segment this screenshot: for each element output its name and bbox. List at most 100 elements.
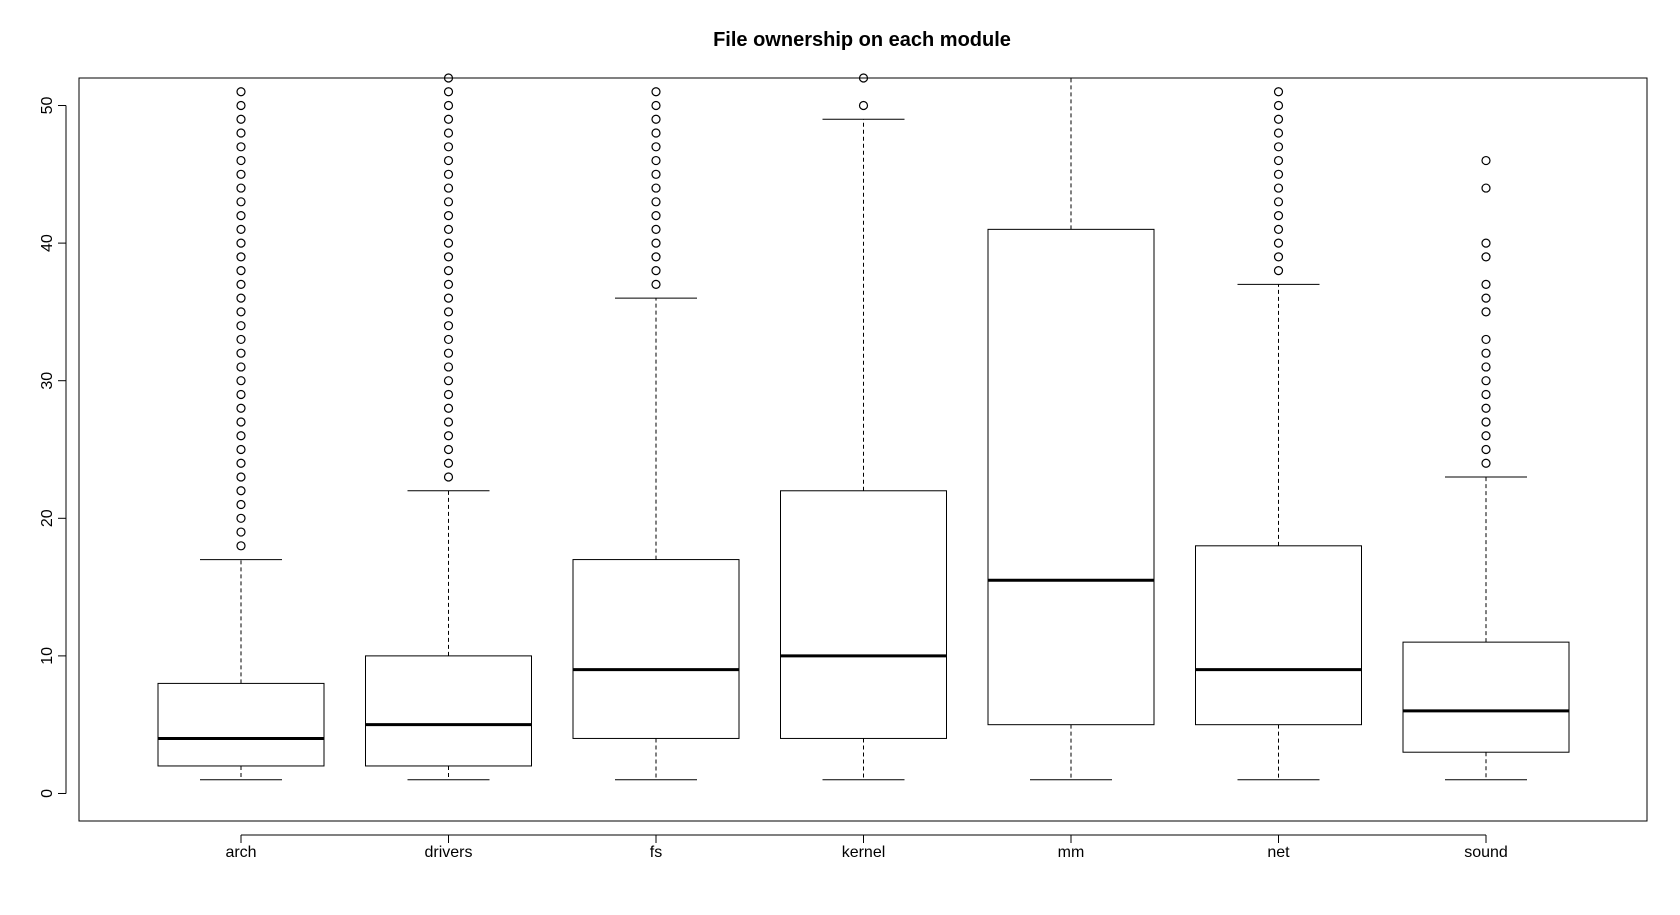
outlier-point [1273, 183, 1284, 193]
outlier-point [1481, 252, 1491, 262]
outlier-point [651, 266, 661, 276]
outlier-point [1481, 376, 1491, 386]
outlier-point [1481, 238, 1491, 248]
y-tick-label: 40 [39, 234, 56, 252]
outlier-point [1481, 348, 1491, 358]
outlier-point [1481, 417, 1491, 427]
outlier-point [651, 87, 661, 97]
outlier-point [236, 142, 246, 152]
outlier-point [236, 527, 246, 537]
box-mm [987, 77, 1155, 781]
outlier-point [651, 100, 661, 111]
outlier-point [651, 142, 661, 152]
outlier-point [443, 348, 454, 358]
box-iqr [365, 655, 532, 767]
outlier-point [1481, 183, 1491, 193]
outlier-point [443, 431, 454, 441]
outlier-point [236, 87, 246, 97]
outlier-point [1273, 266, 1284, 276]
box-iqr [572, 559, 740, 739]
outlier-point [1273, 100, 1284, 111]
x-axis: arch drivers fs kernel mm net sound [225, 834, 1508, 861]
outlier-point [443, 444, 454, 455]
chart-title: File ownership on each module [713, 29, 1011, 51]
x-tick-label: net [1267, 844, 1290, 861]
outlier-point [236, 444, 246, 455]
outlier-point [1481, 293, 1491, 303]
outlier-point [651, 224, 661, 234]
outlier-point [1481, 362, 1491, 372]
x-tick-label: drivers [424, 844, 472, 861]
y-tick-label: 30 [39, 372, 56, 390]
box-iqr [157, 682, 325, 767]
outlier-point [443, 142, 454, 152]
outlier-point [651, 183, 661, 193]
outlier-point [443, 389, 454, 400]
outlier-point [236, 472, 246, 482]
outlier-point [1481, 403, 1491, 413]
outlier-point [1481, 431, 1491, 441]
outlier-point [443, 169, 454, 179]
outlier-point [651, 197, 661, 207]
outlier-point [443, 403, 454, 413]
outlier-point [236, 362, 246, 372]
y-axis: 0 10 20 30 40 50 [39, 97, 67, 798]
box-arch [157, 87, 325, 781]
outlier-point [443, 114, 454, 124]
outlier-point [1273, 210, 1284, 221]
outlier-point [443, 293, 454, 303]
outlier-point [236, 541, 246, 551]
outlier-point [443, 210, 454, 221]
outlier-point [443, 458, 454, 468]
outlier-point [236, 183, 246, 193]
outlier-point [236, 486, 246, 496]
outlier-point [1273, 169, 1284, 179]
outlier-point [236, 431, 246, 441]
outlier-point [1481, 444, 1491, 455]
outlier-point [236, 458, 246, 468]
outlier-point [443, 417, 454, 427]
outlier-point [236, 100, 246, 111]
outlier-point [1273, 224, 1284, 234]
x-tick-label: kernel [842, 844, 886, 861]
box-fs [572, 87, 740, 781]
box-iqr [1195, 545, 1362, 726]
outlier-point [236, 114, 246, 124]
outlier-point [236, 403, 246, 413]
outlier-point [1273, 87, 1284, 97]
plot-frame [78, 77, 1648, 822]
outlier-point [443, 224, 454, 234]
outlier-point [1481, 307, 1491, 317]
outlier-point [1273, 142, 1284, 152]
outlier-point [1273, 155, 1284, 166]
outlier-point [1273, 252, 1284, 262]
outlier-point [651, 128, 661, 138]
outlier-point [651, 238, 661, 248]
y-tick-label: 0 [39, 789, 56, 798]
outlier-point [443, 266, 454, 276]
outlier-point [443, 307, 454, 317]
outlier-point [651, 252, 661, 262]
outlier-point [443, 87, 454, 97]
outlier-point [1273, 238, 1284, 248]
outlier-point [236, 348, 246, 358]
box-sound [1402, 155, 1570, 781]
outlier-point [651, 279, 661, 289]
box-kernel [780, 73, 947, 781]
box-net [1195, 87, 1362, 781]
outlier-point [236, 321, 246, 331]
outlier-point [236, 155, 246, 166]
outlier-point [236, 499, 246, 510]
box-iqr [1402, 641, 1570, 753]
outlier-point [236, 307, 246, 317]
y-tick-label: 10 [39, 647, 56, 665]
outlier-point [443, 100, 454, 111]
box-iqr [780, 490, 947, 739]
outlier-point [443, 362, 454, 372]
outlier-point [443, 238, 454, 248]
outlier-point [443, 321, 454, 331]
outlier-point [1481, 458, 1491, 468]
outlier-point [1273, 128, 1284, 138]
outlier-point [236, 513, 246, 523]
